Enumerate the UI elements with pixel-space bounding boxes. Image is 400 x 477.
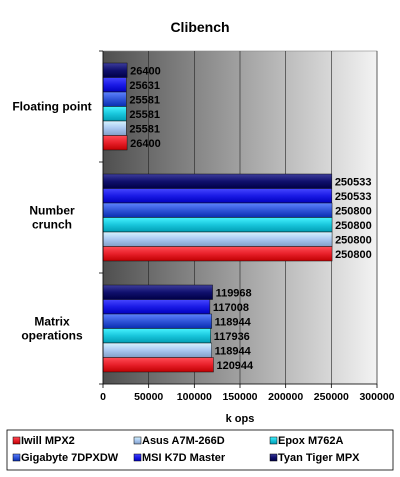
data-label: 26400 [130, 65, 161, 77]
legend: Iwill MPX2 Asus A7M-266D Epox M762A Gigabyt… [6, 429, 394, 471]
bar [102, 328, 211, 344]
data-label: 250533 [335, 191, 372, 203]
data-label: 25581 [129, 109, 160, 121]
bar [102, 188, 333, 204]
category-label: crunch [32, 218, 72, 232]
data-label: 25581 [129, 123, 160, 135]
bar [102, 62, 128, 78]
data-label: 118944 [215, 345, 252, 357]
bar [102, 120, 127, 136]
data-label: 250800 [335, 249, 372, 261]
category-label: operations [21, 329, 83, 343]
bar [102, 217, 333, 233]
legend-swatch [269, 453, 278, 462]
data-label: 117936 [214, 331, 250, 343]
legend-label: Tyan Tiger MPX [278, 452, 360, 464]
data-label: 25581 [129, 94, 160, 106]
bar [102, 342, 212, 358]
x-tick-label: 100000 [177, 391, 212, 403]
data-label: 26400 [130, 138, 161, 150]
bar [102, 357, 214, 373]
x-axis-label: k ops [226, 413, 255, 425]
bar [102, 135, 128, 151]
axes: 0 50000 100000 150000 200000 250000 300000 Floa… [12, 50, 395, 403]
bar [102, 106, 127, 122]
data-label: 250800 [335, 205, 372, 217]
data-label: 250800 [335, 234, 372, 246]
x-tick-label: 150000 [222, 391, 257, 403]
bar [102, 173, 333, 189]
legend-swatch [133, 453, 142, 462]
bars: 26400 25631 25581 25581 25581 26400 250533 2505… [102, 62, 372, 373]
legend-box [6, 429, 394, 471]
x-tick-label: 300000 [359, 391, 394, 403]
legend-label: MSI K7D Master [142, 452, 226, 464]
category-label: Number [29, 204, 75, 218]
bar [102, 313, 212, 329]
bar [102, 202, 333, 218]
legend-label: Iwill MPX2 [21, 435, 75, 447]
data-label: 250800 [335, 220, 372, 232]
data-label: 250533 [335, 176, 372, 188]
data-label: 119968 [216, 287, 252, 299]
legend-swatch [269, 436, 278, 445]
bar [102, 77, 127, 93]
data-label: 117008 [213, 302, 249, 314]
data-label: 120944 [216, 360, 254, 372]
legend-swatch [12, 436, 21, 445]
bar [102, 246, 333, 262]
legend-swatch [133, 436, 142, 445]
x-tick-label: 0 [100, 391, 106, 403]
data-label: 25631 [129, 80, 160, 92]
chart-title: Clibench [170, 19, 229, 35]
bar [102, 91, 127, 107]
bar [102, 284, 213, 300]
legend-label: Asus A7M-266D [142, 435, 225, 447]
legend-swatch [12, 453, 21, 462]
x-tick-label: 250000 [314, 391, 349, 403]
category-label: Floating point [12, 100, 91, 114]
legend-label: Epox M762A [278, 435, 343, 447]
data-label: 118944 [215, 316, 252, 328]
bar [102, 231, 333, 247]
x-tick-label: 50000 [134, 391, 163, 403]
bar [102, 299, 211, 315]
legend-label: Gigabyte 7DPXDW [21, 452, 119, 464]
x-tick-label: 200000 [268, 391, 303, 403]
category-label: Matrix [34, 315, 70, 329]
